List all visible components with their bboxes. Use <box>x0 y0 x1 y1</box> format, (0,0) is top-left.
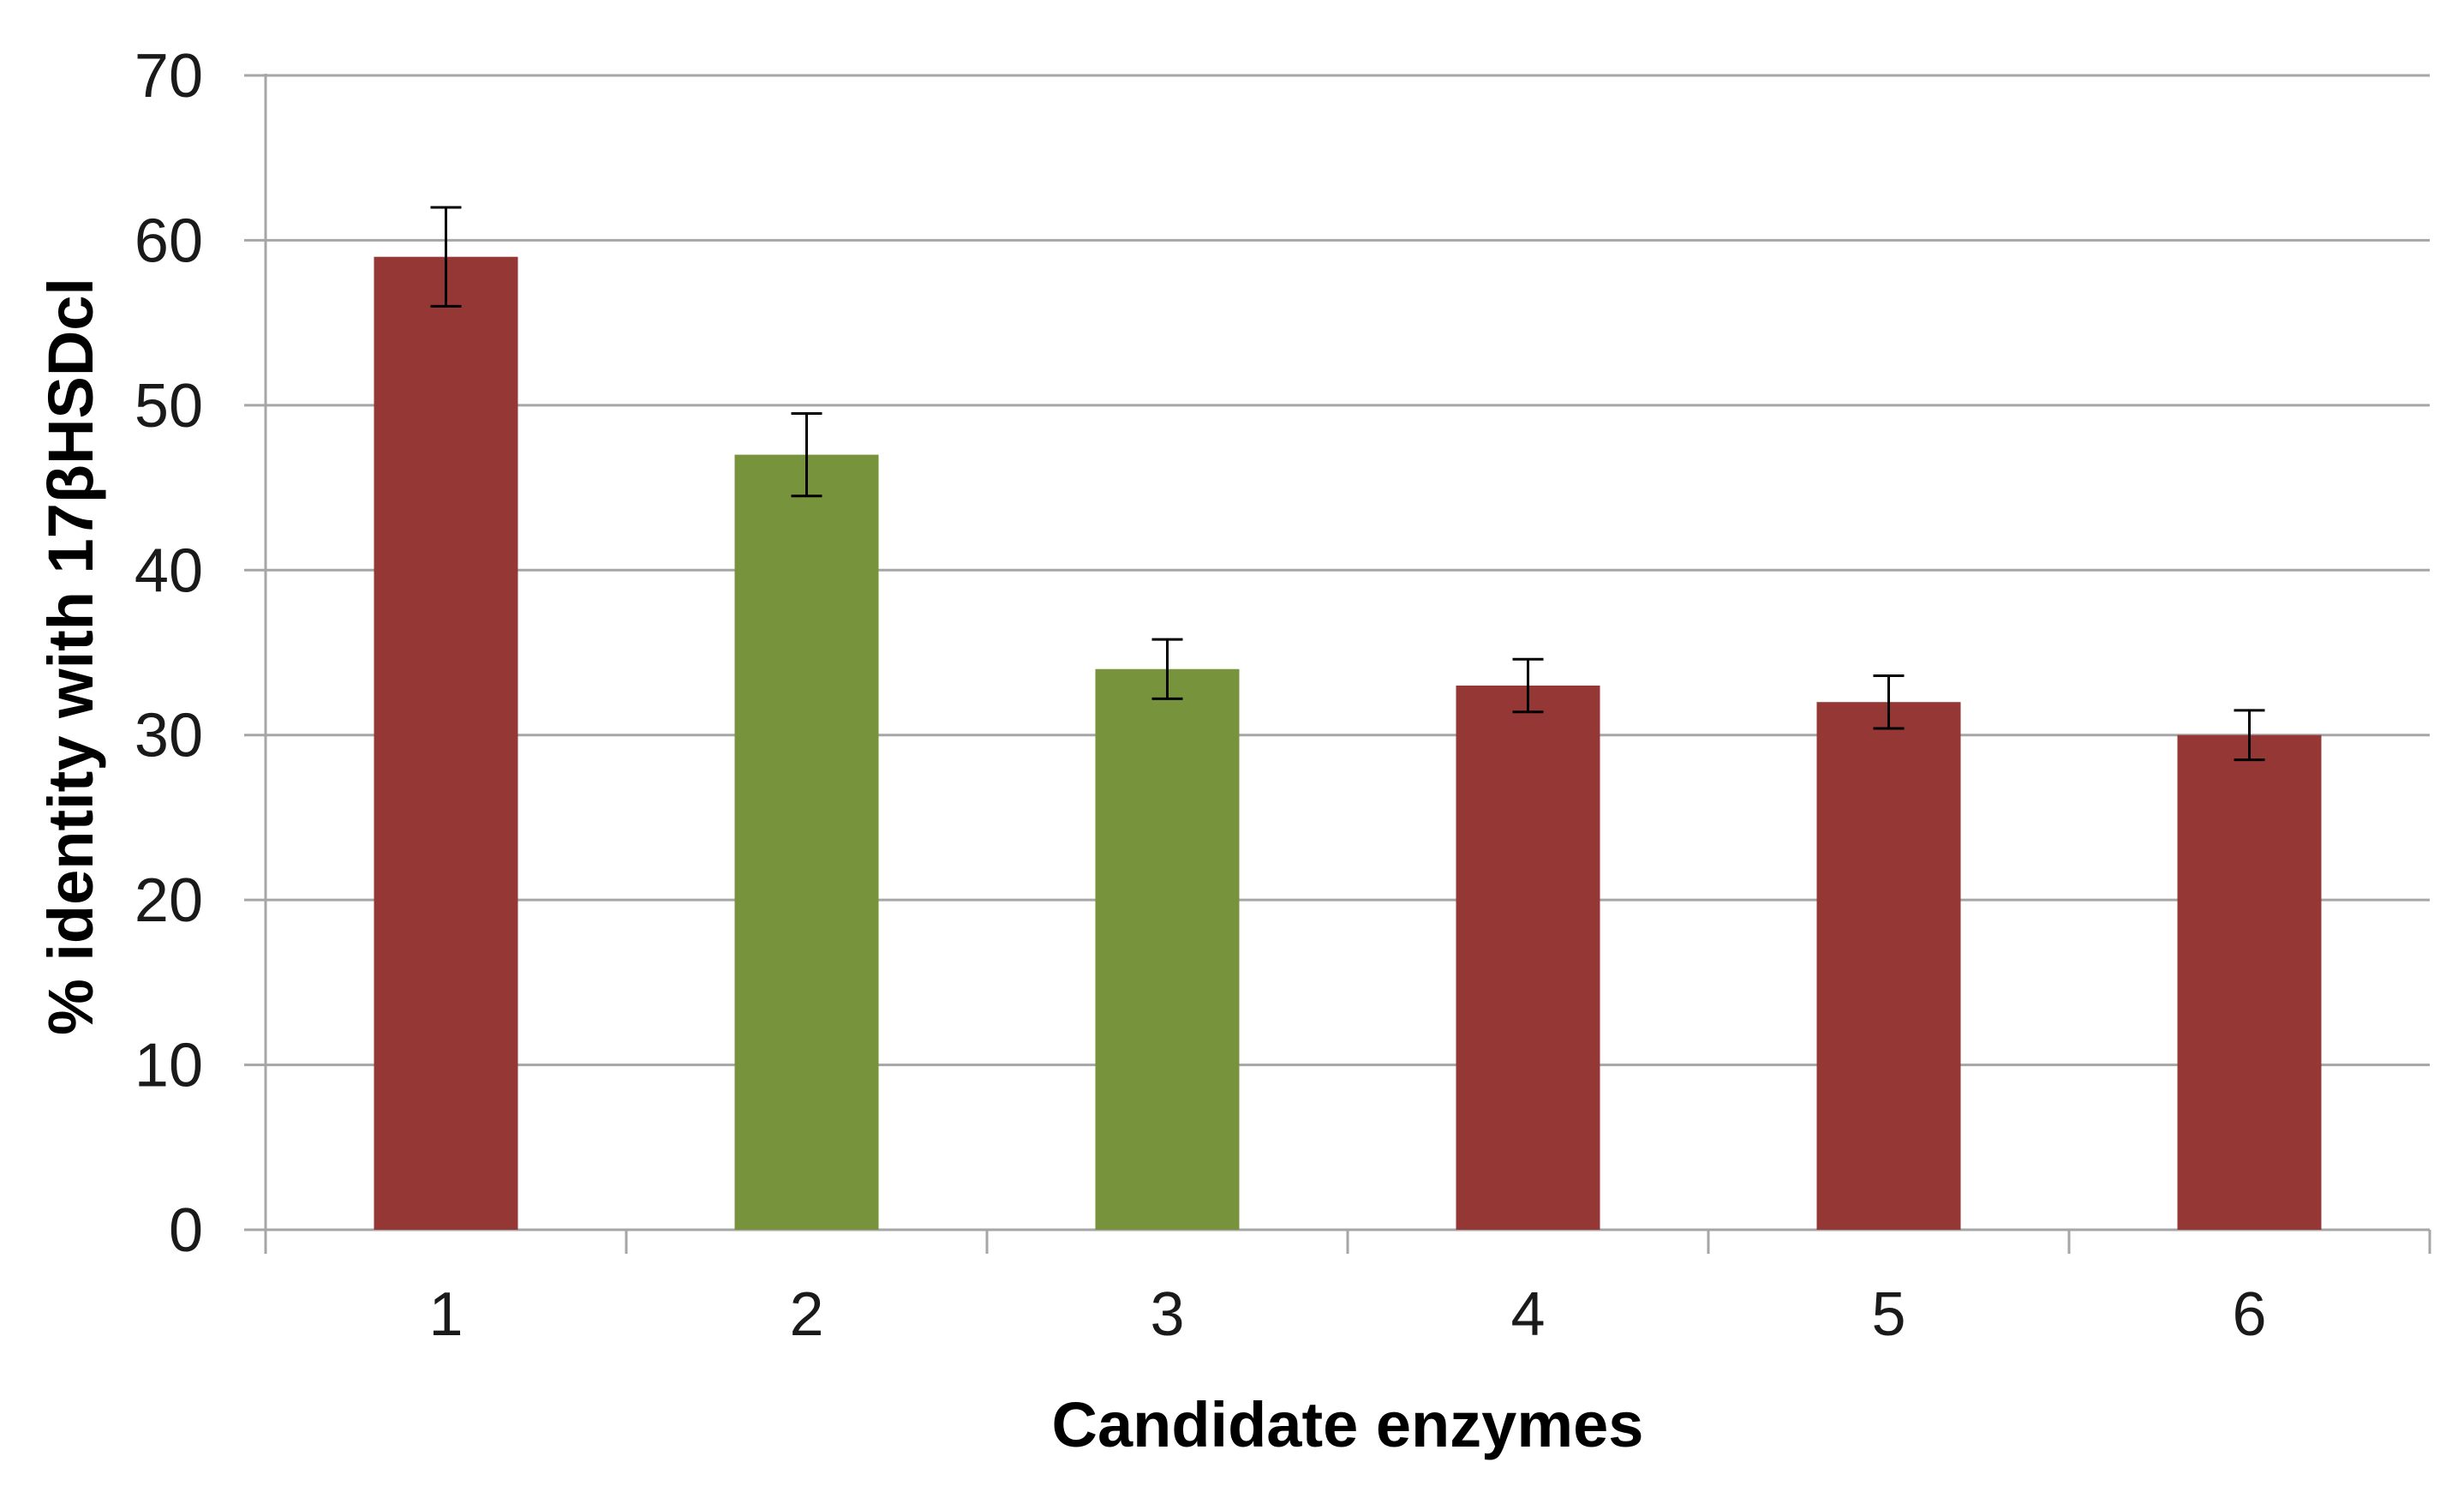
error-bar-4 <box>1512 657 1544 714</box>
bar-2 <box>734 454 879 1230</box>
bar-4 <box>1456 685 1600 1230</box>
bar-1 <box>374 256 518 1231</box>
bars <box>374 256 2322 1231</box>
bar-5 <box>1816 702 1961 1230</box>
x-tick-label-1: 1 <box>428 1280 463 1349</box>
y-tick-label-40: 40 <box>135 536 203 605</box>
error-bar-2 <box>791 411 822 498</box>
x-tick-labels: 1 2 3 4 5 6 <box>428 1280 2266 1349</box>
gridlines <box>244 74 2430 1067</box>
y-tick-label-10: 10 <box>135 1032 203 1100</box>
y-tick-label-0: 0 <box>169 1196 203 1265</box>
error-bar-6 <box>2234 709 2265 762</box>
error-bars <box>430 206 2265 762</box>
bar-6 <box>2177 734 2322 1230</box>
x-tick-label-2: 2 <box>789 1280 823 1349</box>
y-tick-label-30: 30 <box>135 702 203 770</box>
x-axis-title: Candidate enzymes <box>1052 1389 1644 1460</box>
y-tick-label-70: 70 <box>135 42 203 111</box>
y-tick-label-60: 60 <box>135 207 203 275</box>
y-axis-title: % identity with 17βHSDcl <box>35 278 106 1035</box>
y-tick-labels: 0 10 20 30 40 50 60 70 <box>135 42 203 1265</box>
axes <box>244 74 2431 1254</box>
x-tick-label-3: 3 <box>1150 1280 1184 1349</box>
error-bar-1 <box>430 206 462 308</box>
y-tick-label-20: 20 <box>135 866 203 935</box>
x-tick-label-5: 5 <box>1871 1280 1905 1349</box>
bar-3 <box>1095 668 1240 1230</box>
y-tick-label-50: 50 <box>135 372 203 440</box>
x-tick-label-6: 6 <box>2232 1280 2266 1349</box>
x-tick-label-4: 4 <box>1510 1280 1545 1349</box>
error-bar-5 <box>1873 674 1905 730</box>
error-bar-3 <box>1151 638 1183 700</box>
